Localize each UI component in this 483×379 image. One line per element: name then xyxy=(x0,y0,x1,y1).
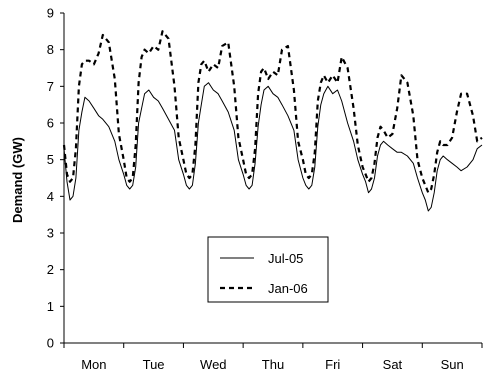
y-tick-label: 6 xyxy=(47,116,54,131)
x-tick-label-tue: Tue xyxy=(143,357,165,372)
legend-label-jul-05: Jul-05 xyxy=(268,251,303,266)
y-tick-label: 1 xyxy=(47,299,54,314)
x-tick-label-wed: Wed xyxy=(200,357,227,372)
x-tick-label-fri: Fri xyxy=(325,357,340,372)
series-line-jan-06 xyxy=(62,30,483,194)
y-tick-label: 8 xyxy=(47,42,54,57)
y-tick-label: 3 xyxy=(47,226,54,241)
y-tick-label: 9 xyxy=(47,6,54,21)
series-layer xyxy=(62,30,483,212)
legend-box xyxy=(207,236,329,303)
x-tick-label-mon: Mon xyxy=(81,357,106,372)
legend-label-jan-06: Jan-06 xyxy=(268,281,308,296)
y-tick-label: 5 xyxy=(47,152,54,167)
y-tick-label: 0 xyxy=(47,336,54,351)
x-tick-label-sat: Sat xyxy=(383,357,403,372)
x-tick-label-sun: Sun xyxy=(441,357,464,372)
y-tick-label: 7 xyxy=(47,79,54,94)
series-line-jul-05 xyxy=(63,82,483,212)
y-axis-title: Demand (GW) xyxy=(10,137,25,223)
x-axis-ticks: Mon Tue Wed Thu Fri Sat Sun xyxy=(63,343,483,372)
legend: Jul-05 Jan-06 xyxy=(207,236,329,303)
y-tick-label: 2 xyxy=(47,262,54,277)
y-tick-label: 4 xyxy=(47,189,54,204)
x-tick-label-thu: Thu xyxy=(262,357,284,372)
y-axis-ticks: 0 1 2 3 4 5 6 7 8 9 xyxy=(47,6,64,351)
